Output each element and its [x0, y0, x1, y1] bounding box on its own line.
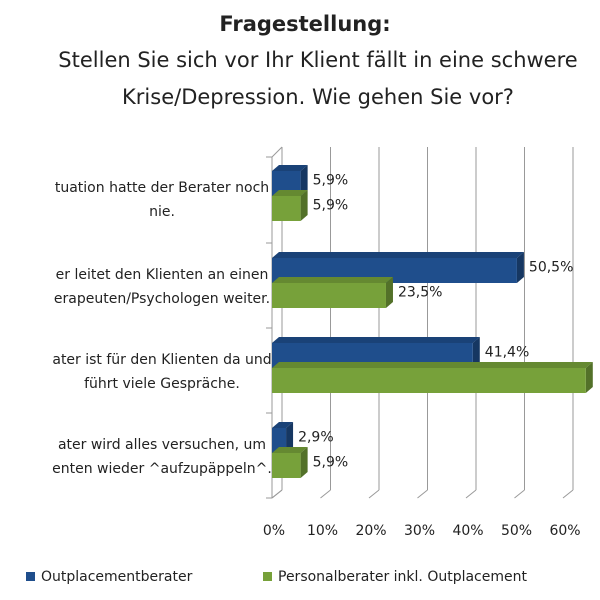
category-label: ater ist für den Klienten da und	[52, 352, 271, 368]
bar-side	[385, 277, 393, 308]
bar-top	[272, 277, 393, 283]
category-label: ater wird alles versuchen, um	[58, 437, 266, 453]
x-tick-label: 50%	[501, 523, 532, 539]
legend-label: Outplacementberater	[41, 569, 193, 585]
legend-swatch	[26, 572, 35, 581]
bar-side	[516, 252, 524, 283]
legend-swatch	[263, 572, 272, 581]
bar-top	[272, 362, 593, 368]
x-tick-label: 0%	[263, 523, 285, 539]
data-label: 41,4%	[485, 345, 529, 361]
bar-side	[472, 337, 480, 368]
grid-line	[562, 489, 574, 499]
bar-top	[272, 337, 480, 343]
category-label: nie.	[149, 204, 175, 220]
x-tick-label: 30%	[404, 523, 435, 539]
bar-top	[272, 447, 308, 453]
grid-line	[417, 489, 428, 499]
category-label: tuation hatte der Berater noch	[55, 180, 269, 196]
chart-subtitle: Stellen Sie sich vor Ihr Klient fällt in…	[58, 48, 577, 72]
chart-title: Fragestellung:	[219, 12, 390, 36]
bar-side	[300, 190, 308, 221]
data-label: 2,9%	[298, 430, 334, 446]
bar-side	[286, 422, 294, 453]
legend-label: Personalberater inkl. Outplacement	[278, 569, 527, 585]
bar-side	[585, 362, 593, 393]
bar-top	[272, 422, 294, 428]
data-label: 5,9%	[313, 198, 349, 214]
x-tick-label: 10%	[307, 523, 338, 539]
bar	[272, 453, 301, 478]
bar	[272, 368, 586, 393]
category-label: enten wieder ^aufzupäppeln^.	[52, 461, 272, 477]
bar-side	[300, 165, 308, 196]
x-tick-label: 40%	[452, 523, 483, 539]
bar-top	[272, 252, 524, 258]
bar	[272, 283, 386, 308]
chart-subtitle: Krise/Depression. Wie gehen Sie vor?	[122, 85, 514, 109]
x-tick-label: 60%	[549, 523, 580, 539]
data-label: 5,9%	[313, 173, 349, 189]
data-label: 23,5%	[398, 285, 442, 301]
data-label: 50,5%	[529, 260, 573, 276]
grid-line	[514, 489, 525, 499]
category-label: er leitet den Klienten an einen	[56, 267, 269, 283]
category-label: führt viele Gespräche.	[84, 376, 240, 392]
bar	[272, 428, 287, 453]
bar-side	[300, 447, 308, 478]
bar-top	[272, 165, 308, 171]
grid-line	[320, 489, 331, 499]
grid-line	[465, 489, 477, 499]
grid-line	[368, 489, 380, 499]
grid-line	[271, 489, 283, 499]
category-label: erapeuten/Psychologen weiter.	[54, 291, 270, 307]
bar-top	[272, 190, 308, 196]
data-label: 5,9%	[313, 455, 349, 471]
x-tick-label: 20%	[355, 523, 386, 539]
bar	[272, 196, 301, 221]
